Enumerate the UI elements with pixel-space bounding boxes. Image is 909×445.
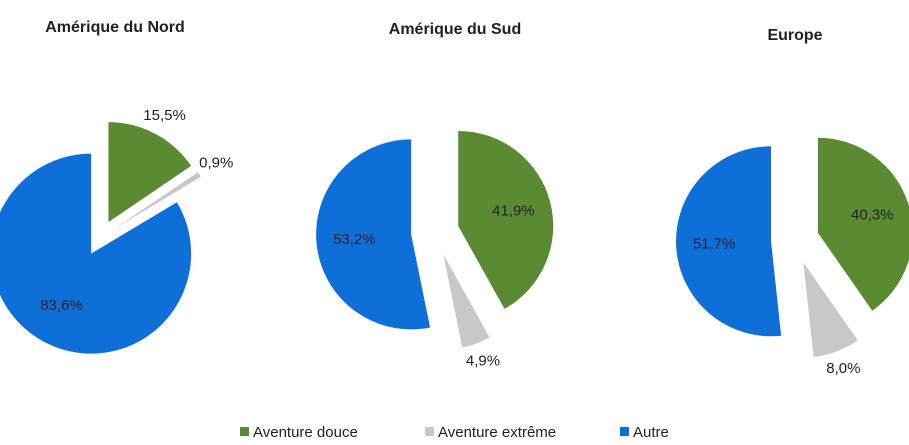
chart-title: Amérique du Nord: [45, 19, 185, 36]
legend-label: Aventure douce: [253, 424, 358, 441]
pie-slice: [0, 153, 192, 354]
pie-slice: [316, 139, 431, 330]
legend-swatch: [425, 427, 434, 436]
pie-slice: [817, 137, 909, 311]
pie-slice: [108, 122, 192, 223]
chart-title: Europe: [767, 27, 822, 44]
pie-slice: [803, 262, 858, 357]
data-label: 41,9%: [492, 203, 535, 220]
chart-title: Amérique du Sud: [389, 21, 521, 38]
pie-slice: [115, 172, 201, 229]
pie-slice: [443, 254, 490, 348]
legend-swatch: [240, 427, 249, 436]
data-label: 53,2%: [333, 231, 376, 248]
data-label: 0,9%: [199, 155, 233, 172]
data-label: 8,0%: [826, 360, 860, 377]
legend-label: Autre: [633, 424, 669, 441]
data-label: 40,3%: [851, 207, 894, 224]
legend-swatch: [620, 427, 629, 436]
data-label: 83,6%: [40, 297, 83, 314]
data-label: 4,9%: [466, 352, 500, 369]
data-label: 51,7%: [693, 235, 736, 252]
data-label: 15,5%: [143, 107, 186, 124]
legend-label: Aventure extrême: [438, 424, 556, 441]
pie-slice: [676, 146, 782, 337]
pie-slice: [458, 130, 554, 309]
